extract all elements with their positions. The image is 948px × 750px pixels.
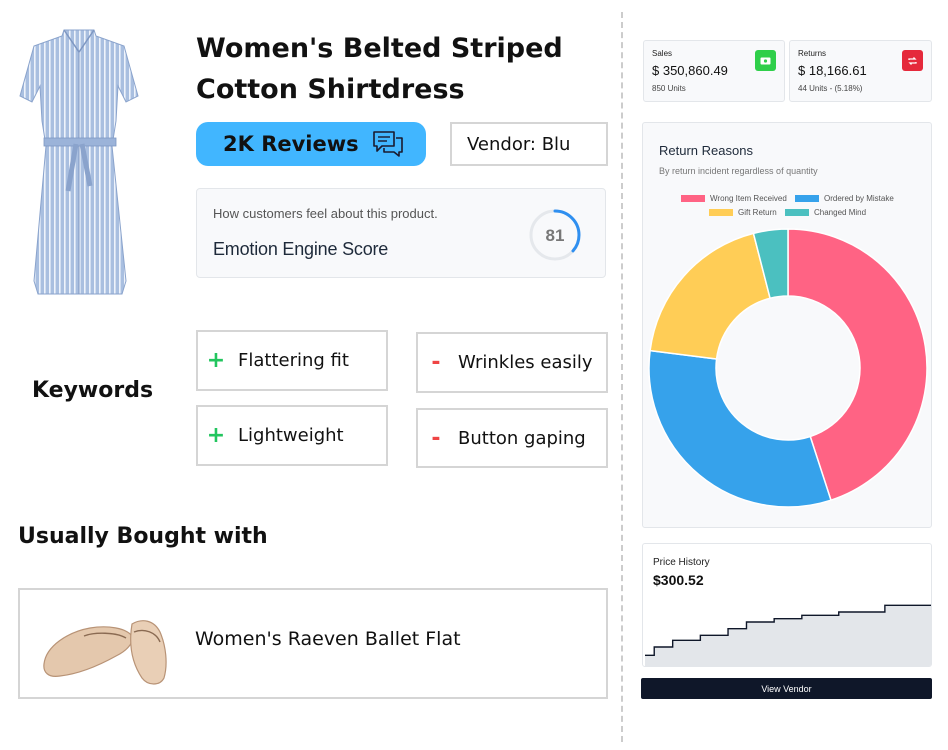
price-line [645,604,931,657]
keyword-text: Button gaping [458,427,586,449]
dress-image [19,29,139,295]
emotion-caption: How customers feel about this product. [213,206,438,221]
price-history-label: Price History [653,557,710,568]
vendor-label: Vendor: Blu [450,122,608,166]
returns-units: 44 Units - (5.18%) [798,84,863,93]
plus-icon: + [206,348,226,373]
legend-swatch [681,195,705,202]
legend-item[interactable]: Wrong Item Received [681,194,787,203]
keyword-text: Wrinkles easily [458,352,593,373]
legend-item[interactable]: Changed Mind [785,208,866,217]
sales-card: Sales $ 350,860.49 850 Units [643,40,785,102]
keyword-negative: - Button gaping [416,408,608,468]
reviews-button[interactable]: 2K Reviews [196,122,426,166]
return-reasons-card: Return Reasons By return incident regard… [642,122,932,528]
donut-slice[interactable] [649,232,772,360]
legend-swatch [709,209,733,216]
sales-units: 850 Units [652,84,686,93]
ballet-flat-image [43,620,167,685]
legend-item[interactable]: Ordered by Mistake [795,194,894,203]
keywords-heading: Keywords [32,378,154,403]
minus-icon: - [431,350,441,375]
returns-value: $ 18,166.61 [798,63,867,78]
view-vendor-button[interactable]: View Vendor [641,678,932,699]
keyword-positive: + Lightweight [196,405,388,466]
returns-card: Returns $ 18,166.61 44 Units - (5.18%) [789,40,932,102]
price-area [645,605,931,666]
return-icon [902,50,923,71]
keyword-negative: - Wrinkles easily [416,332,608,393]
emotion-score-value: 81 [546,226,565,245]
donut-slice[interactable] [752,228,789,300]
chat-bubbles-icon [373,131,403,157]
keyword-positive: + Flattering fit [196,330,388,391]
donut-slice[interactable] [648,349,832,508]
returns-label: Returns [798,49,827,58]
sales-label: Sales [652,49,673,58]
product-title: Women's Belted Striped Cotton Shirtdress [196,33,563,105]
emotion-score-card: How customers feel about this product. E… [196,188,606,278]
bought-with-item-name: Women's Raeven Ballet Flat [195,628,461,650]
keyword-text: Flattering fit [238,350,349,371]
emotion-score-gauge: 81 [529,209,581,261]
donut-slice[interactable] [787,228,928,502]
bought-with-heading: Usually Bought with [18,524,268,549]
legend-swatch [785,209,809,216]
chart-title: Return Reasons [659,143,753,158]
chart-subtitle: By return incident regardless of quantit… [659,166,818,176]
emotion-title: Emotion Engine Score [213,239,389,259]
price-history-card: Price History $300.52 [642,543,932,667]
panel-divider [621,12,623,742]
reviews-label: 2K Reviews [223,132,359,156]
legend-label: Changed Mind [814,208,867,217]
legend-label: Ordered by Mistake [824,194,894,203]
bought-with-item[interactable]: Women's Raeven Ballet Flat [18,588,608,699]
minus-icon: - [431,425,441,451]
legend-label: Gift Return [738,208,777,217]
current-price: $300.52 [653,572,704,588]
legend-item[interactable]: Gift Return [709,208,777,217]
sales-value: $ 350,860.49 [652,63,728,78]
price-history-chart [645,604,931,666]
plus-icon: + [206,423,226,448]
return-reasons-donut [648,228,928,508]
keyword-text: Lightweight [238,425,344,446]
legend-label: Wrong Item Received [710,194,787,203]
legend-swatch [795,195,819,202]
cash-icon [755,50,776,71]
